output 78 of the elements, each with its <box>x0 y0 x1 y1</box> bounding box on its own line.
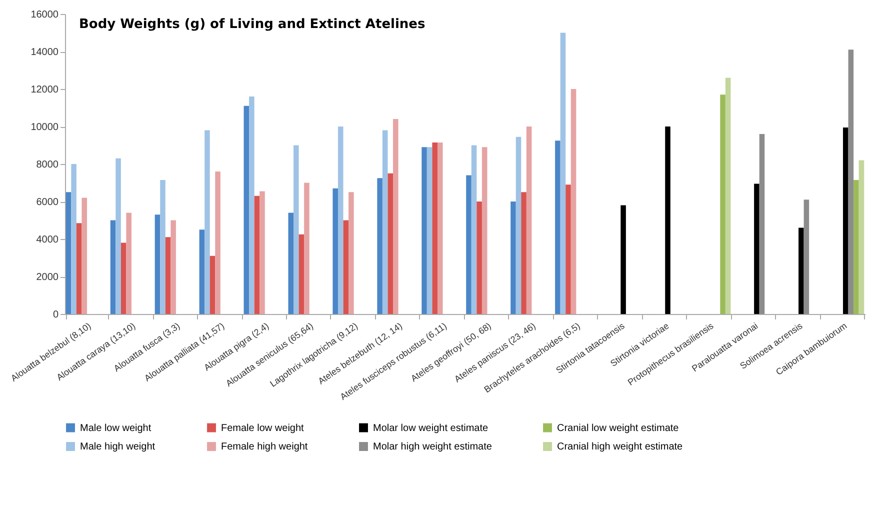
bar <box>377 178 382 314</box>
y-tick-label: 4000 <box>36 234 59 246</box>
bar <box>82 198 88 314</box>
y-tick-label: 0 <box>52 310 59 320</box>
y-tick-label: 14000 <box>30 47 59 58</box>
bar <box>570 89 576 314</box>
bar <box>426 147 432 314</box>
bar <box>110 220 116 314</box>
bar <box>521 192 526 314</box>
y-tick-label: 6000 <box>36 197 59 208</box>
bar <box>437 142 443 314</box>
bar <box>842 127 848 314</box>
bar <box>432 142 438 314</box>
bar <box>154 214 160 314</box>
bar <box>165 237 171 314</box>
bar <box>244 106 250 314</box>
bar <box>160 180 166 314</box>
bar <box>759 134 765 314</box>
bar <box>798 228 804 314</box>
y-tick-label: 16000 <box>30 10 59 20</box>
y-tick-label: 8000 <box>36 160 59 170</box>
bar <box>382 130 388 314</box>
bar <box>754 184 760 314</box>
bar <box>338 126 344 314</box>
bar <box>71 164 76 314</box>
bar <box>471 145 477 314</box>
bar <box>260 191 265 314</box>
bar <box>348 192 354 314</box>
bar <box>393 119 398 314</box>
bar <box>199 230 205 314</box>
bar <box>215 172 220 314</box>
bar <box>126 212 132 314</box>
bar <box>476 202 482 314</box>
bar <box>422 147 427 314</box>
bar <box>254 196 260 314</box>
y-tick-label: 2000 <box>36 272 59 283</box>
bar <box>466 175 472 314</box>
bar <box>858 160 864 314</box>
bar <box>294 145 299 314</box>
legend-label: Cranial low weight estimate <box>557 422 680 434</box>
legend-label: Female low weight <box>221 422 304 434</box>
bar <box>560 32 566 314</box>
bar <box>854 180 859 314</box>
bar <box>848 50 854 314</box>
bar <box>170 220 176 314</box>
bar <box>332 188 338 314</box>
bar <box>249 96 254 314</box>
bar <box>120 242 126 314</box>
legend-label: Female high weight <box>221 442 308 452</box>
legend-label: Molar high weight estimate <box>373 442 492 452</box>
bar <box>304 182 310 314</box>
legend-label: Male low weight <box>80 422 152 434</box>
legend-label: Molar low weight estimate <box>373 422 488 434</box>
bar <box>116 158 121 314</box>
bar <box>76 223 82 314</box>
bar <box>620 205 626 314</box>
bar <box>288 212 294 314</box>
bar <box>665 126 670 314</box>
legend-label: Cranial high weight estimate <box>557 442 684 452</box>
bar <box>804 200 810 314</box>
bar <box>388 173 394 314</box>
bar <box>204 130 210 314</box>
bar <box>555 140 560 314</box>
bar <box>566 184 571 314</box>
bar <box>510 202 516 314</box>
bar <box>66 192 72 314</box>
bar <box>482 147 488 314</box>
bar <box>720 94 726 314</box>
bar <box>526 126 532 314</box>
y-tick-label: 12000 <box>30 84 59 96</box>
bar <box>210 256 216 314</box>
bar <box>725 78 731 314</box>
y-tick-label: 10000 <box>30 122 59 133</box>
legend-label: Male high weight <box>80 442 156 452</box>
bar <box>516 136 522 314</box>
bar <box>298 234 304 314</box>
bar <box>343 220 349 314</box>
chart-title: Body Weights (g) of Living and Extinct Atelines <box>79 17 426 32</box>
